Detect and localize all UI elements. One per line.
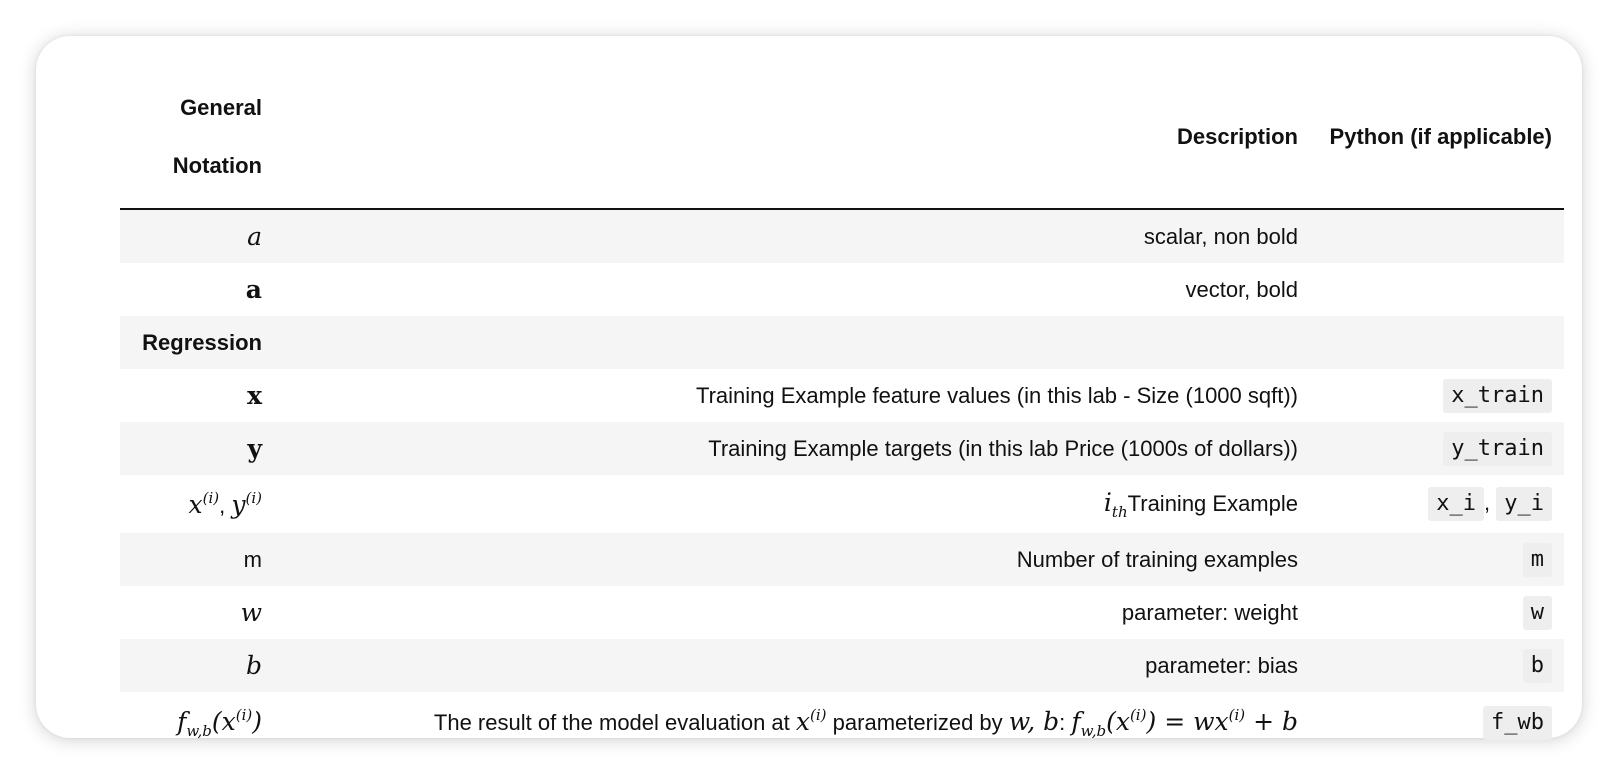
table-row: fw,b(x(i)) The result of the model evalu… [120, 692, 1564, 754]
description-cell: Number of training examples [274, 533, 1310, 586]
table-header-row: General Notation Description Python (if … [120, 66, 1564, 210]
python-cell: m [1310, 533, 1564, 586]
table-row-section: Regression [120, 316, 1564, 369]
table-row: m Number of training examples m [120, 533, 1564, 586]
header-python: Python (if applicable) [1310, 66, 1564, 210]
notation-cell: b [120, 639, 274, 692]
description-cell: parameter: bias [274, 639, 1310, 692]
notation-cell: x(i), y(i) [188, 489, 263, 519]
table-row: b parameter: bias b [120, 639, 1564, 692]
python-cell: b [1310, 639, 1564, 692]
description-cell: Training Example feature values (in this… [695, 382, 1298, 408]
code-x-i: x_i [1428, 487, 1484, 521]
code-b: b [1522, 648, 1552, 683]
description-cell: Training Example targets (in this lab Pr… [274, 422, 1310, 475]
python-cell: y_train [1310, 422, 1564, 475]
notation-cell: m [120, 533, 274, 586]
python-cell [1310, 316, 1564, 369]
notation-cell: a [120, 209, 274, 263]
description-cell [274, 316, 1310, 369]
section-label-regression: Regression [120, 316, 274, 369]
notation-card: General Notation Description Python (if … [36, 36, 1582, 740]
table-row: a scalar, non bold [120, 209, 1564, 263]
description-cell: vector, bold [1185, 276, 1298, 302]
math-xi: x(i) [188, 489, 220, 519]
math-model-equation: fw,b(x(i)) = wx(i) + b [1071, 706, 1298, 740]
python-cell: x_train [1310, 369, 1564, 422]
notation-cell: x [247, 381, 262, 410]
notation-cell: w [240, 598, 262, 627]
description-cell: The result of the model evaluation at x(… [433, 706, 1298, 740]
math-fwb-xi: fw,b(x(i)) [177, 706, 262, 740]
math-ith: ith [1103, 487, 1128, 521]
python-cell: x_i, y_i [1310, 475, 1564, 533]
python-cell: w [1310, 586, 1564, 639]
code-y-i: y_i [1496, 487, 1552, 521]
code-w: w [1522, 595, 1552, 630]
code-f-wb: f_wb [1483, 706, 1552, 740]
notation-cell: a [245, 275, 262, 304]
python-cell [1310, 263, 1564, 316]
table-row: w parameter: weight w [120, 586, 1564, 639]
header-general-notation: General Notation [120, 66, 274, 210]
code-m: m [1522, 542, 1552, 577]
notation-cell: fw,b(x(i)) [120, 692, 274, 754]
table-row: x Training Example feature values (in th… [120, 369, 1564, 422]
description-cell: parameter: weight [1121, 599, 1298, 625]
table-row: y Training Example targets (in this lab … [120, 422, 1564, 475]
code-x-train: x_train [1443, 378, 1552, 413]
description-cell: scalar, non bold [274, 209, 1310, 263]
math-xi-inline: x(i) [795, 706, 827, 736]
table-row: x(i), y(i) ithTraining Example x_i, y_i [120, 475, 1564, 533]
python-cell: f_wb [1310, 692, 1564, 754]
python-cell [1310, 209, 1564, 263]
math-params: w, b [1008, 707, 1060, 736]
description-cell: ithTraining Example [1103, 487, 1298, 521]
code-y-train: y_train [1443, 431, 1552, 466]
notation-table: General Notation Description Python (if … [120, 66, 1564, 754]
table-row: a vector, bold [120, 263, 1564, 316]
header-description: Description [274, 66, 1310, 210]
notation-cell: y [120, 422, 274, 475]
math-yi: y(i) [231, 489, 262, 519]
